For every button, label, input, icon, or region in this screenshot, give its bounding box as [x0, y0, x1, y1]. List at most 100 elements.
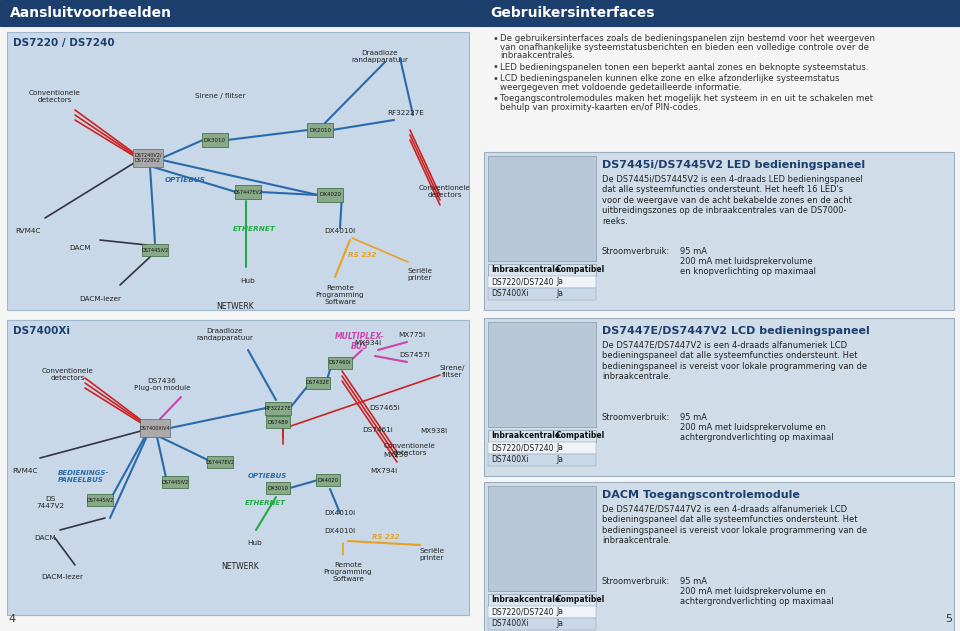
FancyBboxPatch shape — [140, 419, 170, 437]
FancyBboxPatch shape — [488, 486, 596, 591]
Text: Draadloze
randapparatuur: Draadloze randapparatuur — [197, 328, 253, 341]
Text: •: • — [492, 94, 498, 104]
Text: RS 232: RS 232 — [348, 252, 376, 258]
Text: NETWERK: NETWERK — [216, 302, 253, 311]
FancyBboxPatch shape — [235, 185, 261, 199]
Text: Aansluitvoorbeelden: Aansluitvoorbeelden — [10, 6, 172, 20]
Text: MX934i: MX934i — [354, 340, 381, 346]
FancyBboxPatch shape — [162, 476, 188, 488]
FancyBboxPatch shape — [133, 149, 163, 167]
Text: LCD bedieningspanelen kunnen elke zone en elke afzonderlijke systeemstatus: LCD bedieningspanelen kunnen elke zone e… — [500, 74, 839, 83]
Text: DS7220 / DS7240: DS7220 / DS7240 — [13, 38, 114, 48]
FancyBboxPatch shape — [266, 482, 290, 494]
Text: Conventionele
detectors: Conventionele detectors — [29, 90, 81, 103]
FancyBboxPatch shape — [142, 244, 168, 256]
Text: Seriële
printer: Seriële printer — [420, 548, 444, 561]
Text: DX3010: DX3010 — [268, 485, 289, 490]
FancyBboxPatch shape — [488, 618, 596, 630]
Text: 95 mA: 95 mA — [680, 247, 707, 256]
Text: inbraakcentrales.: inbraakcentrales. — [500, 51, 575, 60]
Text: DS7445iV2: DS7445iV2 — [86, 497, 113, 502]
Text: behulp van proximity-kaarten en/of PIN-codes.: behulp van proximity-kaarten en/of PIN-c… — [500, 102, 701, 112]
Text: DX2010: DX2010 — [309, 127, 331, 133]
Text: MX775i: MX775i — [398, 332, 425, 338]
Text: 95 mA: 95 mA — [680, 413, 707, 422]
Text: Seriële
printer: Seriële printer — [407, 268, 433, 281]
Text: RVM4C: RVM4C — [12, 468, 37, 474]
FancyBboxPatch shape — [317, 188, 343, 202]
Text: RS 232: RS 232 — [372, 534, 399, 540]
Text: Remote
Programming
Software: Remote Programming Software — [316, 285, 364, 305]
Text: Gebruikersinterfaces: Gebruikersinterfaces — [490, 6, 655, 20]
FancyBboxPatch shape — [488, 264, 596, 276]
Text: DS7465i: DS7465i — [370, 405, 400, 411]
Text: DS7489: DS7489 — [268, 420, 288, 425]
Text: DS
7447V2: DS 7447V2 — [36, 496, 64, 509]
Text: DACM-lezer: DACM-lezer — [41, 574, 83, 580]
FancyBboxPatch shape — [484, 318, 954, 476]
FancyBboxPatch shape — [488, 156, 596, 261]
Text: van onafhankelijke systeemstatusberichten en bieden een volledige controle over : van onafhankelijke systeemstatusberichte… — [500, 42, 869, 52]
Text: 200 mA met luidsprekervolume en
achtergrondverlichting op maximaal: 200 mA met luidsprekervolume en achtergr… — [680, 423, 833, 442]
Text: Draadloze
randapparatuur: Draadloze randapparatuur — [351, 50, 409, 63]
Text: Hub: Hub — [241, 278, 255, 284]
FancyBboxPatch shape — [307, 123, 333, 137]
Text: DACM Toegangscontrolemodule: DACM Toegangscontrolemodule — [602, 490, 800, 500]
Text: De DS7447E/DS7447V2 is een 4-draads alfanumeriek LCD
bedieningspaneel dat alle s: De DS7447E/DS7447V2 is een 4-draads alfa… — [602, 505, 867, 545]
FancyBboxPatch shape — [7, 32, 469, 310]
FancyBboxPatch shape — [0, 0, 480, 26]
Text: DS7240V2/
DS7220V2: DS7240V2/ DS7220V2 — [134, 153, 161, 163]
Text: •: • — [492, 62, 498, 73]
Text: Stroomverbruik:: Stroomverbruik: — [602, 413, 670, 422]
FancyBboxPatch shape — [306, 377, 330, 389]
FancyBboxPatch shape — [488, 442, 596, 454]
Text: DS7461i: DS7461i — [363, 427, 394, 433]
Text: De gebruikersinterfaces zoals de bedieningspanelen zijn bestemd voor het weergev: De gebruikersinterfaces zoals de bedieni… — [500, 34, 875, 43]
FancyBboxPatch shape — [488, 454, 596, 466]
Text: DS7436
Plug-on module: DS7436 Plug-on module — [133, 378, 190, 391]
Text: Conventionele
detectors: Conventionele detectors — [420, 185, 471, 198]
Text: ETHERNET: ETHERNET — [233, 226, 276, 232]
Text: Ja: Ja — [556, 620, 563, 628]
Text: DS7220/DS7240: DS7220/DS7240 — [491, 444, 554, 452]
Text: RF32227E: RF32227E — [388, 110, 424, 116]
Text: MX794i: MX794i — [371, 468, 397, 474]
Text: Inbraakcentrale: Inbraakcentrale — [491, 596, 560, 604]
Text: De DS7445i/DS7445V2 is een 4-draads LED bedieningspaneel
dat alle systeemfunctie: De DS7445i/DS7445V2 is een 4-draads LED … — [602, 175, 863, 226]
Text: DACM: DACM — [69, 245, 91, 251]
Text: Hub: Hub — [248, 540, 262, 546]
Text: Conventionele
detectors: Conventionele detectors — [384, 443, 436, 456]
Text: Compatibel: Compatibel — [556, 266, 605, 274]
Text: DACM-lezer: DACM-lezer — [79, 296, 121, 302]
Text: DS7445iV2: DS7445iV2 — [141, 247, 169, 252]
FancyBboxPatch shape — [484, 152, 954, 310]
Text: •: • — [492, 74, 498, 84]
Text: DX4020: DX4020 — [319, 192, 341, 198]
Text: Sirene / flitser: Sirene / flitser — [195, 93, 246, 99]
Text: Ja: Ja — [556, 444, 563, 452]
Text: DACM: DACM — [35, 535, 56, 541]
Text: weergegeven met voldoende gedetailleerde informatie.: weergegeven met voldoende gedetailleerde… — [500, 83, 742, 91]
Text: Compatibel: Compatibel — [556, 596, 605, 604]
Text: DS7460i: DS7460i — [329, 360, 351, 365]
Text: Ja: Ja — [556, 278, 563, 286]
Text: DX4010i: DX4010i — [324, 510, 355, 516]
Text: Toegangscontrolemodules maken het mogelijk het systeem in en uit te schakelen me: Toegangscontrolemodules maken het mogeli… — [500, 94, 874, 103]
Text: Ja: Ja — [556, 608, 563, 616]
Text: DS7220/DS7240: DS7220/DS7240 — [491, 278, 554, 286]
Text: MULTIPLEX-
BUS: MULTIPLEX- BUS — [335, 332, 385, 351]
FancyBboxPatch shape — [488, 594, 596, 606]
Text: DS7432E: DS7432E — [306, 380, 330, 386]
Text: DS7457i: DS7457i — [399, 352, 430, 358]
Text: NETWERK: NETWERK — [221, 562, 259, 571]
Text: OPTIEBUS: OPTIEBUS — [165, 177, 205, 183]
FancyBboxPatch shape — [202, 133, 228, 147]
Text: DS7445i/DS7445V2 LED bedieningspaneel: DS7445i/DS7445V2 LED bedieningspaneel — [602, 160, 865, 170]
Text: DS7400XiV4: DS7400XiV4 — [140, 425, 170, 430]
Text: OPTIEBUS: OPTIEBUS — [248, 473, 287, 479]
Text: Ja: Ja — [556, 290, 563, 298]
Text: Ja: Ja — [556, 456, 563, 464]
Text: DS7445iV2: DS7445iV2 — [161, 480, 188, 485]
FancyBboxPatch shape — [484, 482, 954, 631]
FancyBboxPatch shape — [328, 357, 352, 369]
